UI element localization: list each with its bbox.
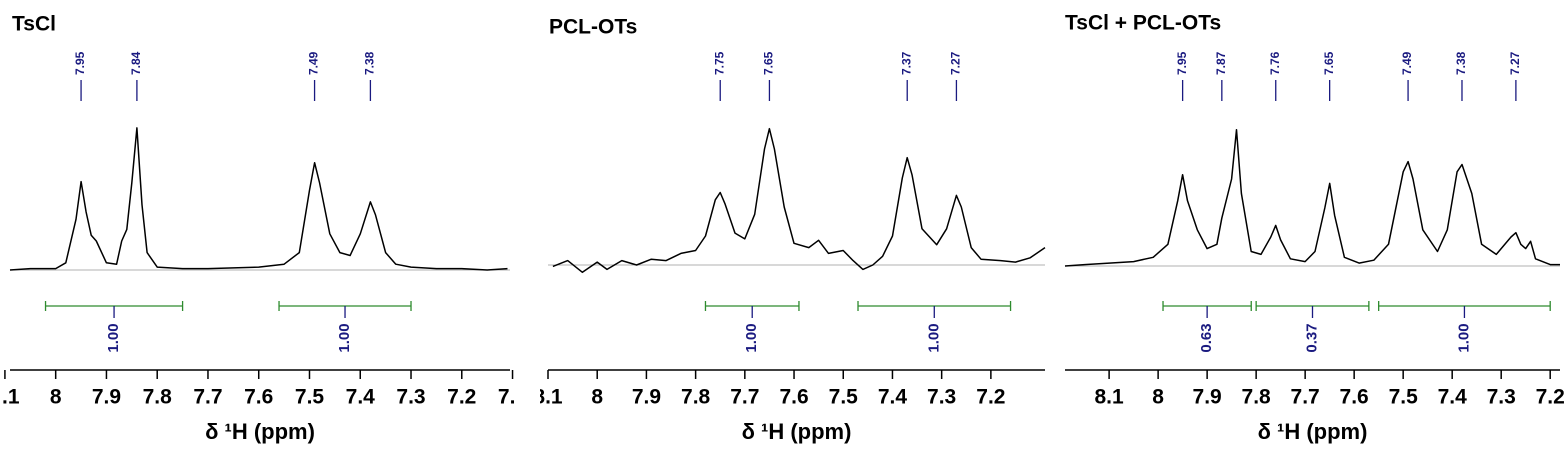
peak-label: 7.75	[712, 51, 726, 75]
x-tick-label: 7.5	[1389, 386, 1419, 409]
peak-label: 7.65	[1322, 51, 1336, 75]
integral-label: 1.00	[336, 323, 353, 352]
x-tick-label: 8	[591, 386, 603, 409]
x-tick-label: 7.7	[1291, 386, 1320, 409]
x-axis-label: δ ¹H (ppm)	[205, 419, 315, 444]
panel-title: TsCl + PCL-OTs	[1065, 12, 1221, 35]
panel: 7.75 7.65 7.37 7.27 1.00 1.00 8.1 8 7.9 7.8 7.7 7.6…	[533, 51, 1046, 409]
x-tick-label: 7.6	[779, 386, 808, 409]
x-tick-label: 8	[1152, 386, 1164, 409]
x-tick-label: 7.2	[976, 386, 1005, 409]
integral-label: 1.00	[105, 323, 122, 352]
x-tick-label: 7.9	[1193, 386, 1222, 409]
panel: 7.95 7.84 7.49 7.38 1.00 1.00 8.1 8 7.9 7.8 7.7 7.6…	[0, 51, 528, 409]
x-tick-label: 8.1	[1095, 386, 1125, 409]
x-axis-label: δ ¹H (ppm)	[1258, 419, 1368, 444]
peak-label: 7.87	[1214, 51, 1228, 75]
x-tick-label: 7.8	[681, 386, 711, 409]
x-tick-label: 7.6	[1340, 386, 1369, 409]
x-tick-label: 7.4	[1438, 386, 1468, 409]
integral-label: 1.00	[925, 323, 942, 352]
x-tick-label: 7.3	[1487, 386, 1516, 409]
x-tick-label: 7.3	[396, 386, 425, 409]
peak-label: 7.49	[1400, 51, 1414, 75]
panel-title: TsCl	[12, 13, 56, 36]
panel: 7.95 7.87 7.76 7.65 7.49 7.38 7.270.63 0.37 1.00…	[1064, 51, 1565, 409]
x-axis-label: δ ¹H (ppm)	[742, 419, 852, 444]
x-tick-label: 7.7	[193, 386, 222, 409]
x-tick-label: 7.4	[878, 386, 908, 409]
peak-label: 7.27	[949, 51, 963, 75]
x-tick-label: 7.4	[346, 386, 376, 409]
peak-label: 7.38	[1454, 51, 1468, 75]
x-tick-label: 7.5	[295, 386, 325, 409]
x-tick-label: 8.1	[533, 386, 563, 409]
integral-label: 0.63	[1198, 323, 1215, 352]
panel-title: PCL-OTs	[549, 16, 637, 39]
x-tick-label: 7.1	[498, 386, 528, 409]
x-tick-label: 7.5	[829, 386, 859, 409]
peak-label: 7.65	[762, 51, 776, 75]
peak-label: 7.95	[1175, 51, 1189, 75]
x-tick-label: 7.9	[92, 386, 121, 409]
peak-label: 7.27	[1508, 51, 1522, 75]
peak-label: 7.76	[1268, 51, 1282, 75]
peak-label: 7.84	[129, 51, 143, 75]
peak-label: 7.95	[73, 51, 87, 75]
x-tick-label: 8.1	[0, 386, 20, 409]
integral-label: 0.37	[1303, 323, 1320, 352]
peak-label: 7.38	[363, 51, 377, 75]
x-tick-label: 8	[50, 386, 62, 409]
x-tick-label: 7.6	[244, 386, 273, 409]
integral-label: 1.00	[1455, 323, 1472, 352]
spectrum	[1064, 128, 1560, 267]
x-tick-label: 7.9	[632, 386, 661, 409]
integral-label: 1.00	[743, 323, 760, 352]
x-tick-label: 7.8	[143, 386, 173, 409]
x-tick-label: 7.7	[730, 386, 759, 409]
x-tick-label: 7.8	[1242, 386, 1272, 409]
spectrum	[552, 127, 1046, 274]
x-tick-label: 7.3	[927, 386, 956, 409]
spectrum	[9, 127, 508, 271]
x-tick-label: 7.2	[447, 386, 476, 409]
peak-label: 7.37	[899, 51, 913, 75]
peak-label: 7.49	[307, 51, 321, 75]
x-tick-label: 7.2	[1536, 386, 1565, 409]
